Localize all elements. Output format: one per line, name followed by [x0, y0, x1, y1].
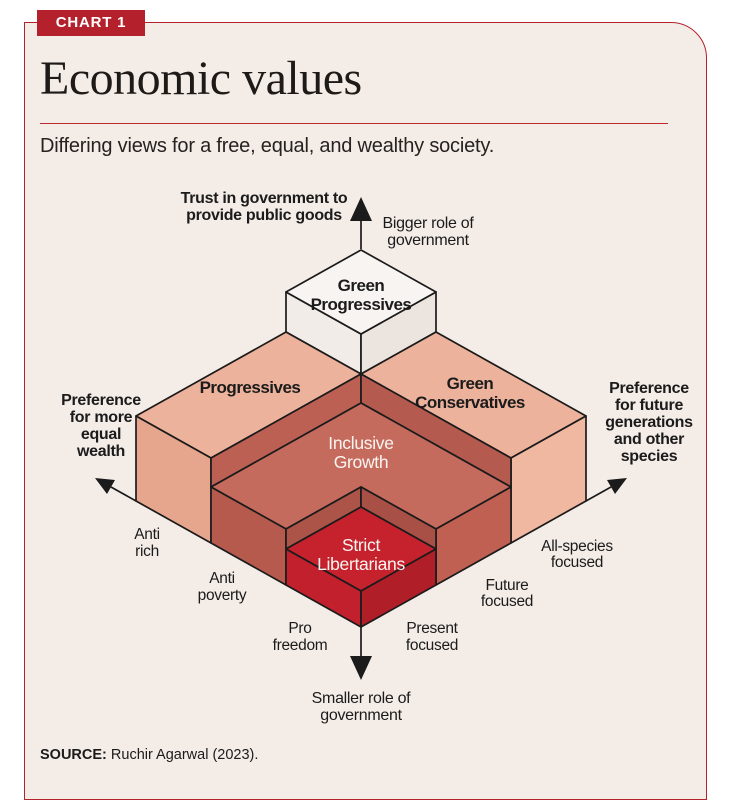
strict-libertarians-label-line1: Strict [342, 535, 381, 555]
chart-number-badge: CHART 1 [37, 10, 145, 36]
svg-text:government: government [387, 232, 469, 249]
right-axis-line [585, 486, 612, 502]
progressives-label: Progressives [200, 378, 301, 397]
green-conservatives-label-line1: Green [447, 374, 494, 393]
svg-text:poverty: poverty [198, 587, 247, 604]
green-progressives-label-line2: Progressives [311, 295, 412, 314]
svg-text:Preference: Preference [609, 380, 689, 397]
right-axis [585, 478, 627, 502]
svg-text:freedom: freedom [273, 637, 328, 654]
svg-text:All-species: All-species [541, 538, 613, 555]
inclusive-growth-label-line2: Growth [334, 452, 389, 472]
title-divider [40, 123, 668, 124]
smaller-role-annotation: Smaller role of government [312, 690, 412, 724]
inclusive-growth-label-line1: Inclusive [328, 433, 393, 453]
vertical-axis [350, 197, 372, 680]
svg-text:generations: generations [605, 414, 693, 431]
bigger-role-annotation: Bigger role of government [383, 215, 475, 249]
green-progressives-top-face [285, 249, 437, 335]
svg-text:focused: focused [481, 593, 533, 610]
arrow-left-icon [95, 478, 115, 494]
svg-text:focused: focused [551, 554, 603, 571]
svg-text:and other: and other [614, 431, 684, 448]
green-progressives-label-line1: Green [338, 276, 385, 295]
svg-text:equal: equal [81, 426, 121, 443]
svg-text:Preference: Preference [61, 392, 141, 409]
left-axis-title: Preference for more equal wealth [61, 392, 141, 460]
svg-text:Anti: Anti [209, 570, 235, 587]
trust-label-line2: provide public goods [186, 207, 342, 224]
svg-text:species: species [621, 448, 678, 465]
svg-text:Future: Future [486, 577, 529, 594]
svg-text:Present: Present [406, 620, 458, 637]
arrow-down-icon [350, 656, 372, 680]
svg-text:rich: rich [135, 543, 159, 560]
strict-libertarians-label-line2: Libertarians [317, 554, 405, 574]
svg-text:Pro: Pro [288, 620, 311, 637]
right-axis-title: Preference for future generations and ot… [605, 380, 693, 465]
chart-subtitle: Differing views for a free, equal, and w… [40, 135, 495, 157]
right-axis-ticks: Present focused Future focused All-speci… [406, 538, 614, 654]
svg-text:for future: for future [615, 397, 684, 414]
green-conservatives-label-line2: Conservatives [415, 393, 525, 412]
left-axis-line [110, 486, 137, 502]
chart-title: Economic values [40, 52, 362, 105]
svg-text:government: government [320, 707, 402, 724]
arrow-right-icon [607, 478, 627, 494]
svg-text:for more: for more [70, 409, 133, 426]
block-labels: Green Progressives Progressives Green Co… [200, 276, 526, 574]
svg-text:focused: focused [406, 637, 458, 654]
svg-text:Anti: Anti [134, 526, 160, 543]
vertical-axis-title: Trust in government to provide public go… [181, 190, 349, 224]
source-label: SOURCE: [40, 747, 107, 763]
svg-text:Bigger role of: Bigger role of [383, 215, 475, 232]
source-note: SOURCE: Ruchir Agarwal (2023). [40, 747, 258, 764]
svg-text:wealth: wealth [76, 443, 125, 460]
svg-text:Smaller role of: Smaller role of [312, 690, 412, 707]
block-strict-libertarians [285, 506, 437, 628]
arrow-up-icon [350, 197, 372, 221]
trust-label-line1: Trust in government to [181, 190, 348, 207]
left-axis-ticks: Anti rich Anti poverty Pro freedom [134, 526, 327, 654]
left-axis [95, 478, 137, 502]
source-text: Ruchir Agarwal (2023). [106, 747, 259, 763]
